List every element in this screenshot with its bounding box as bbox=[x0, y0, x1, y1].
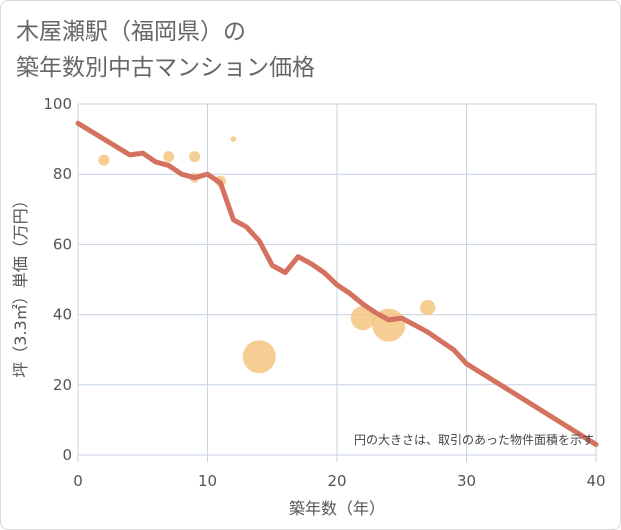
bubble-point bbox=[350, 305, 375, 331]
bubble-size-note: 円の大きさは、取引のあった物件面積を示す bbox=[354, 432, 594, 447]
bubble-point bbox=[230, 136, 237, 142]
y-tick-label: 40 bbox=[53, 306, 72, 324]
x-tick-label: 10 bbox=[198, 472, 217, 490]
bubble-series bbox=[98, 136, 436, 374]
y-tick-label: 100 bbox=[43, 95, 72, 113]
bubble-point bbox=[189, 151, 201, 163]
x-tick-label: 0 bbox=[73, 472, 83, 490]
bubble-point bbox=[242, 340, 276, 374]
y-tick-label: 0 bbox=[62, 446, 72, 464]
bubble-point bbox=[419, 299, 436, 316]
chart-title: 木屋瀬駅（福岡県）の 築年数別中古マンション価格 bbox=[16, 14, 315, 86]
x-tick-label: 40 bbox=[586, 472, 605, 490]
x-tick-label: 20 bbox=[327, 472, 346, 490]
chart-title-line1: 木屋瀬駅（福岡県）の bbox=[16, 19, 246, 45]
axis-ticks: 0 20 40 60 80 100 0 10 20 30 40 bbox=[43, 95, 605, 490]
trend-line-series bbox=[75, 120, 599, 447]
grid-lines bbox=[77, 103, 597, 462]
bubble-point bbox=[98, 154, 110, 166]
y-tick-label: 20 bbox=[53, 376, 72, 394]
x-tick-label: 30 bbox=[457, 472, 476, 490]
bubble-point bbox=[163, 151, 175, 163]
x-axis-title: 築年数（年） bbox=[289, 499, 385, 518]
trend-line bbox=[75, 120, 599, 447]
y-tick-label: 60 bbox=[53, 235, 72, 253]
y-axis-title: 坪（3.3㎡）単価（万円） bbox=[11, 192, 30, 377]
y-tick-label: 80 bbox=[53, 165, 72, 183]
chart-title-line2: 築年数別中古マンション価格 bbox=[16, 55, 315, 81]
